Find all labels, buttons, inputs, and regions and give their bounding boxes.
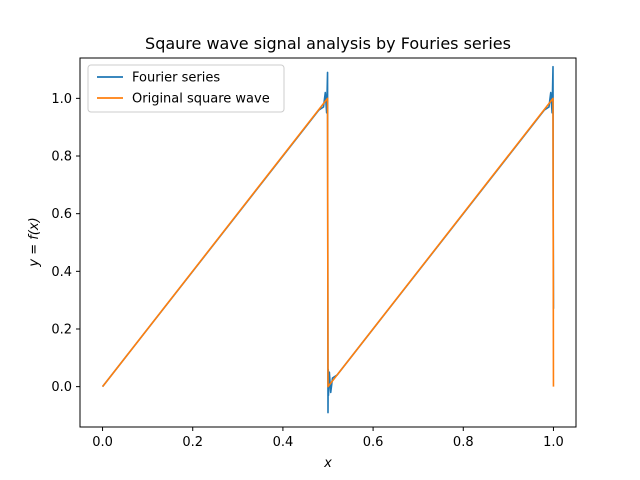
series-line-square-wave	[101, 97, 555, 388]
x-tick-label: 0.0	[92, 435, 113, 450]
x-tick-label: 0.2	[182, 435, 203, 450]
x-axis-label: x	[323, 456, 332, 471]
legend: Fourier series Original square wave	[87, 64, 285, 113]
y-axis: 0.0 0.2 0.4 0.6 0.8 1.0	[51, 92, 80, 395]
x-tick-label: 0.6	[363, 435, 384, 450]
legend-label: Original square wave	[132, 92, 270, 107]
series-line-fourier	[101, 65, 555, 414]
x-tick-label: 1.0	[543, 435, 564, 450]
y-tick-label: 0.4	[51, 265, 72, 280]
y-tick-label: 0.2	[51, 322, 72, 337]
x-axis: 0.0 0.2 0.4 0.6 0.8 1.0	[92, 427, 564, 450]
x-tick-label: 0.8	[453, 435, 474, 450]
y-tick-label: 0.6	[51, 207, 72, 222]
y-axis-label: y = f(x)	[27, 217, 42, 267]
legend-label: Fourier series	[132, 71, 220, 86]
y-tick-label: 0.0	[51, 380, 72, 395]
legend-box	[87, 64, 285, 113]
plot-area	[101, 65, 555, 414]
x-tick-label: 0.4	[273, 435, 294, 450]
y-tick-label: 0.8	[51, 150, 72, 165]
y-tick-label: 1.0	[51, 92, 72, 107]
chart-title: Sqaure wave signal analysis by Fouries s…	[145, 34, 511, 53]
axes-frame	[79, 57, 577, 428]
